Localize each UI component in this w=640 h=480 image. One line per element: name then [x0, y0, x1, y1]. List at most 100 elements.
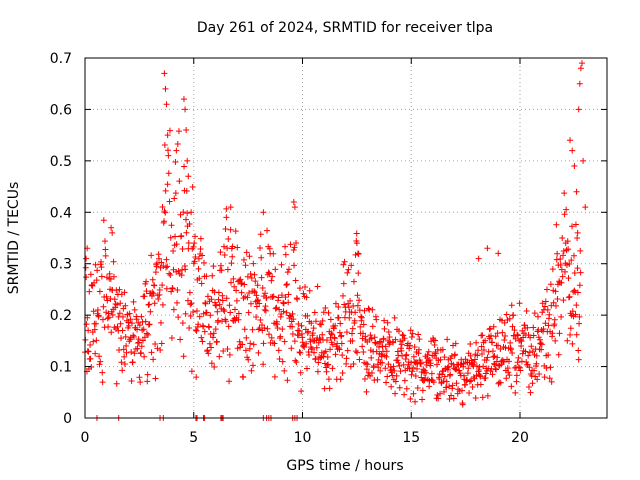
- data-point: [123, 349, 130, 356]
- data-point: [92, 261, 99, 268]
- x-tick-label: 10: [294, 430, 312, 446]
- data-point: [506, 315, 513, 322]
- data-point: [561, 211, 568, 218]
- data-point: [415, 346, 422, 353]
- data-point: [137, 379, 144, 386]
- data-point: [298, 388, 305, 395]
- data-point: [208, 296, 215, 303]
- data-point: [337, 320, 344, 327]
- data-point: [193, 374, 200, 381]
- data-point: [435, 395, 442, 402]
- data-point: [116, 286, 123, 293]
- data-point: [149, 276, 156, 283]
- data-point: [452, 340, 459, 347]
- data-point: [146, 301, 153, 308]
- data-point: [430, 379, 437, 386]
- data-point: [466, 390, 473, 397]
- data-point: [178, 272, 185, 279]
- data-point: [497, 345, 504, 352]
- data-point: [557, 255, 564, 262]
- data-point: [345, 266, 352, 273]
- data-point: [180, 353, 187, 360]
- data-point: [410, 390, 417, 397]
- data-point: [418, 374, 425, 381]
- data-point: [558, 313, 565, 320]
- data-point: [270, 293, 277, 300]
- data-point: [517, 367, 524, 374]
- data-point: [211, 363, 218, 370]
- data-point: [239, 341, 246, 348]
- data-point: [157, 347, 164, 354]
- data-point: [163, 101, 170, 108]
- data-point: [576, 282, 583, 289]
- data-point: [315, 339, 322, 346]
- data-point: [528, 372, 535, 379]
- data-point: [459, 387, 466, 394]
- data-point: [343, 360, 350, 367]
- data-point: [453, 380, 460, 387]
- data-point: [507, 346, 514, 353]
- data-point: [219, 297, 226, 304]
- data-point: [227, 204, 234, 211]
- data-point: [434, 392, 441, 399]
- data-point: [165, 152, 172, 159]
- data-point: [141, 334, 148, 341]
- data-point: [401, 335, 408, 342]
- data-point: [253, 292, 260, 299]
- data-point: [411, 344, 418, 351]
- data-point: [441, 354, 448, 361]
- data-point: [208, 344, 215, 351]
- data-point: [274, 324, 281, 331]
- data-point: [479, 332, 486, 339]
- data-point: [332, 322, 339, 329]
- data-point: [475, 347, 482, 354]
- data-point: [297, 369, 304, 376]
- data-point: [101, 238, 108, 245]
- data-point: [540, 326, 547, 333]
- data-point: [235, 310, 242, 317]
- data-point: [408, 371, 415, 378]
- data-point: [290, 316, 297, 323]
- data-point: [325, 376, 332, 383]
- data-point: [166, 127, 173, 134]
- data-point: [296, 349, 303, 356]
- data-point: [114, 301, 121, 308]
- data-point: [92, 320, 99, 327]
- data-point: [325, 361, 332, 368]
- data-point: [391, 314, 398, 321]
- data-point: [354, 349, 361, 356]
- data-point: [175, 267, 182, 274]
- data-point: [513, 378, 520, 385]
- data-point: [117, 320, 124, 327]
- data-point: [152, 269, 159, 276]
- data-point: [106, 270, 113, 277]
- data-point: [231, 306, 238, 313]
- data-point: [165, 170, 172, 177]
- data-point: [437, 390, 444, 397]
- x-axis-label: GPS time / hours: [286, 458, 403, 474]
- data-point: [198, 334, 205, 341]
- data-point: [419, 387, 426, 394]
- data-point: [426, 356, 433, 363]
- data-point: [258, 254, 265, 261]
- data-point: [280, 308, 287, 315]
- data-point: [266, 331, 273, 338]
- data-point: [306, 287, 313, 294]
- data-point: [367, 332, 374, 339]
- data-point: [181, 163, 188, 170]
- data-point: [536, 370, 543, 377]
- data-point: [309, 346, 316, 353]
- data-point: [154, 260, 161, 267]
- data-point: [143, 330, 150, 337]
- data-point: [226, 302, 233, 309]
- data-point: [332, 300, 339, 307]
- x-tick-label: 15: [402, 430, 420, 446]
- data-point: [567, 331, 574, 338]
- y-tick-label: 0: [63, 411, 72, 427]
- data-point: [539, 300, 546, 307]
- data-point: [349, 330, 356, 337]
- data-point: [515, 364, 522, 371]
- data-point: [93, 337, 100, 344]
- data-point: [262, 307, 269, 314]
- data-point: [145, 321, 152, 328]
